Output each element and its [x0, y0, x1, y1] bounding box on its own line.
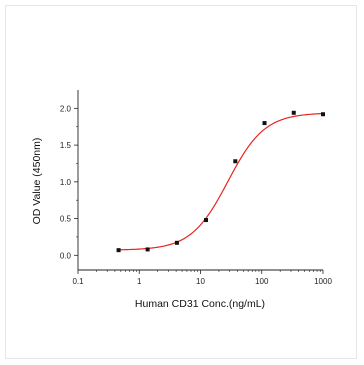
tick-labels-layer: 0.1 1 10 100 1000 0.0 0.5 1.0 1.5 2.0	[60, 104, 333, 286]
y-tick-label: 1.5	[60, 141, 72, 150]
data-point	[263, 121, 267, 125]
x-tick-label: 1	[137, 277, 142, 286]
y-tick-label: 2.0	[60, 104, 72, 113]
x-tick-label: 10	[196, 277, 205, 286]
axes	[74, 90, 323, 274]
fit-curve-layer	[119, 114, 323, 250]
x-tick-label: 0.1	[72, 277, 84, 286]
data-points-layer	[117, 111, 325, 252]
y-tick-label: 1.0	[60, 178, 72, 187]
fit-curve	[119, 114, 323, 250]
y-tick-label: 0.0	[60, 251, 72, 260]
data-point	[146, 247, 150, 251]
y-tick-label: 0.5	[60, 215, 72, 224]
data-point	[117, 248, 121, 252]
data-point	[292, 111, 296, 115]
data-point	[175, 241, 179, 245]
x-tick-label: 100	[255, 277, 269, 286]
x-axis-label: Human CD31 Conc.(ng/mL)	[135, 298, 265, 310]
data-point	[321, 112, 325, 116]
data-point	[204, 218, 208, 222]
y-axis-label: OD Value (450nm)	[31, 138, 43, 225]
x-tick-label: 1000	[314, 277, 332, 286]
data-point	[233, 159, 237, 163]
